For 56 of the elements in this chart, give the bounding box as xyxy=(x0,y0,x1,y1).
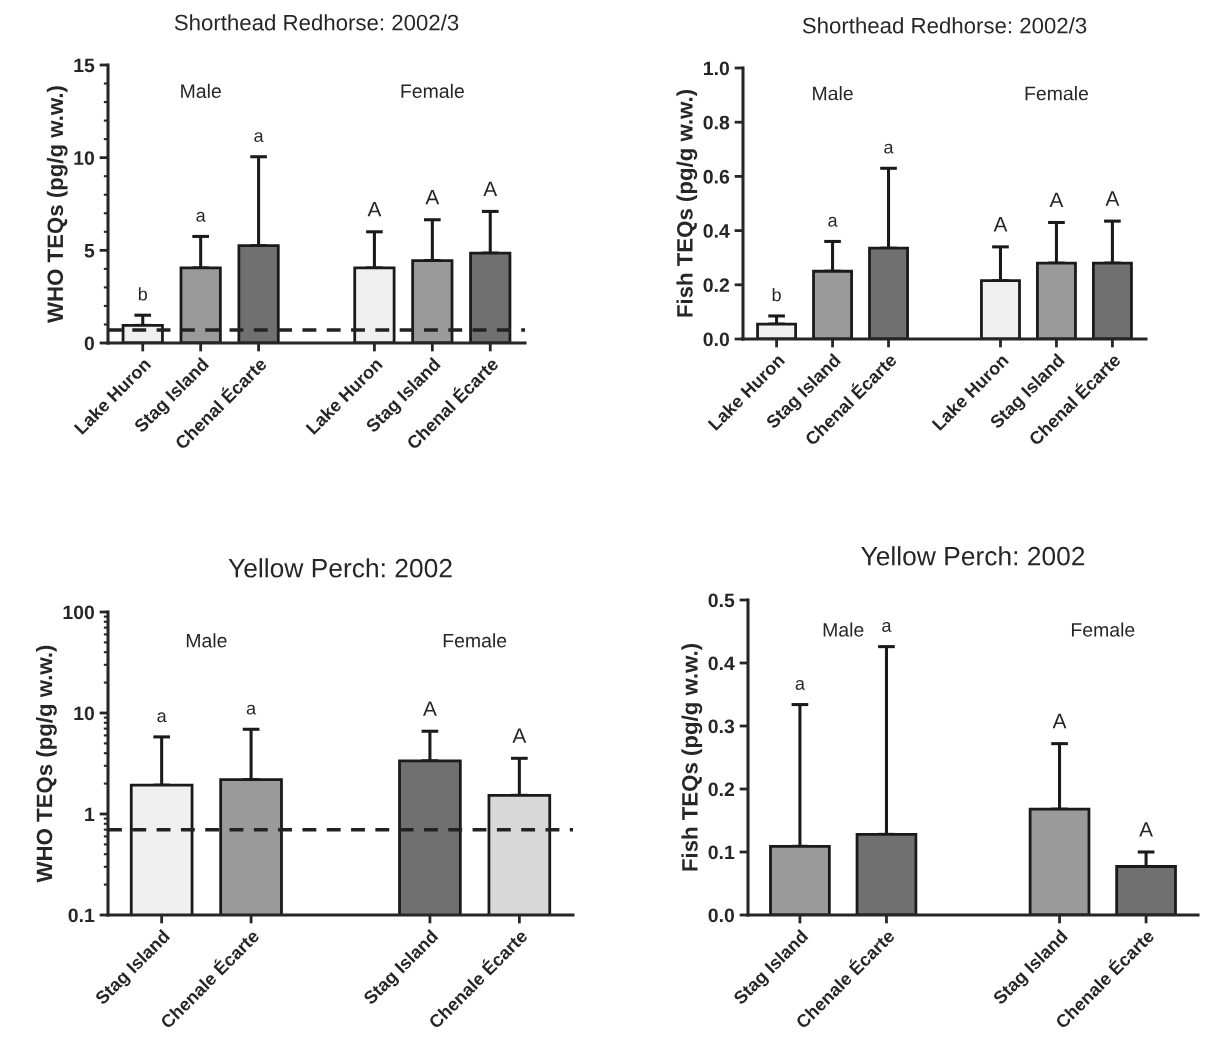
annotation: a xyxy=(246,704,257,715)
annotation: Male xyxy=(181,83,221,99)
y-axis-title: WHO TEQs (pg/g w.w.) xyxy=(36,645,57,883)
annotation: A xyxy=(1139,822,1153,837)
y-tick-label: 5 xyxy=(84,244,95,258)
annotation: A xyxy=(483,181,498,196)
annotation: Female xyxy=(1071,622,1135,637)
y-tick-label: 0.3 xyxy=(708,719,735,734)
annotation: a xyxy=(795,680,805,690)
annotation: Male xyxy=(186,633,227,648)
y-tick-label: 0.2 xyxy=(703,278,730,293)
y-tick-label: 0.4 xyxy=(708,656,735,671)
y-tick-label: 0.1 xyxy=(68,908,95,923)
annotation: a xyxy=(882,622,892,632)
y-tick-label: 0.1 xyxy=(708,845,735,860)
y-tick-label: 0.0 xyxy=(708,908,735,923)
y-tick-label: 0.6 xyxy=(703,169,730,184)
y-tick-label: 0 xyxy=(84,336,95,351)
y-tick-label: 0.0 xyxy=(703,332,730,347)
y-tick-label: 10 xyxy=(74,706,95,721)
annotation: A xyxy=(423,701,437,716)
y-tick-label: 0.4 xyxy=(703,224,730,238)
y-tick-label: 10 xyxy=(74,151,95,165)
annotation: b xyxy=(772,288,781,302)
y-tick-label: 100 xyxy=(63,605,95,620)
annotation: Female xyxy=(401,83,464,99)
y-tick-label: 0.5 xyxy=(708,593,735,608)
y-tick-label: 1 xyxy=(85,807,95,822)
annotation: a xyxy=(196,211,206,222)
y-tick-label: 15 xyxy=(74,58,95,73)
y-tick-label: 0.8 xyxy=(703,115,730,130)
chart-title: Shorthead Redhorse: 2002/3 xyxy=(802,17,1087,34)
y-axis-title: Fish TEQs (pg/g w.w.) xyxy=(676,90,698,317)
annotation: a xyxy=(254,132,264,143)
y-tick-label: 1.0 xyxy=(704,61,730,76)
annotation: a xyxy=(157,712,167,723)
annotation: a xyxy=(828,216,838,227)
annotation: A xyxy=(993,217,1008,232)
y-axis-title: WHO TEQs (pg/g w.w.) xyxy=(46,86,68,323)
annotation: Male xyxy=(823,622,864,637)
chart-title: Shorthead Redhorse: 2002/3 xyxy=(174,14,459,31)
annotation: A xyxy=(1105,191,1120,206)
annotation: Female xyxy=(1025,86,1088,101)
annotation: a xyxy=(884,143,894,154)
chart-title: Yellow Perch: 2002 xyxy=(228,558,452,578)
annotation: Male xyxy=(813,86,853,101)
annotation: A xyxy=(512,728,527,743)
annotation: Female xyxy=(443,633,507,648)
annotation: A xyxy=(1052,713,1067,729)
y-axis-title: Fish TEQs (pg/g w.w.) xyxy=(681,644,703,871)
annotation: A xyxy=(425,189,440,205)
annotation: A xyxy=(1049,192,1064,208)
chart-title: Yellow Perch: 2002 xyxy=(861,546,1085,566)
annotation: b xyxy=(138,287,148,301)
annotation: A xyxy=(367,202,382,217)
y-tick-label: 0.2 xyxy=(708,782,735,797)
